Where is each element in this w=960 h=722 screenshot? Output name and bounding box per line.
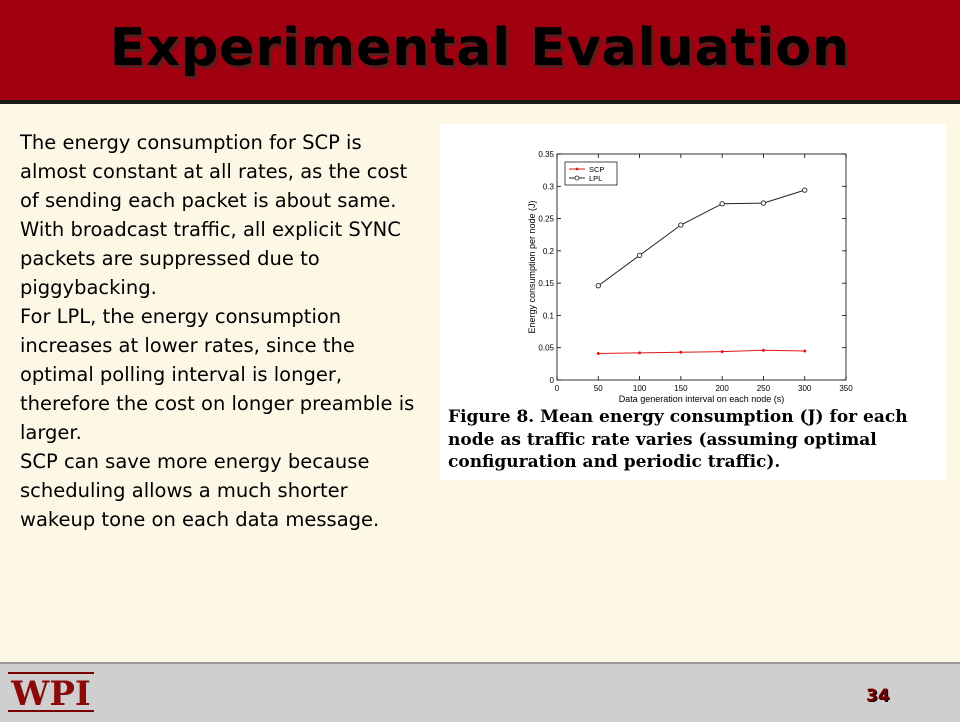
- y-tick-label: 0.05: [538, 344, 554, 353]
- y-tick-label: 0: [550, 376, 555, 385]
- x-tick-label: 0: [555, 384, 560, 393]
- series-line-lpl: [597, 189, 805, 287]
- legend-label-lpl: LPL: [589, 174, 602, 183]
- x-tick-label: 50: [594, 384, 603, 393]
- body-text: The energy consumption for SCP is almost…: [20, 128, 420, 534]
- data-point-lpl: [760, 200, 767, 206]
- plot-frame: [556, 153, 847, 381]
- x-tick-label: 100: [633, 384, 647, 393]
- footer-bar: WPI 34: [0, 662, 960, 722]
- slide-title: Experimental Evaluation: [109, 18, 851, 78]
- data-point-lpl: [802, 187, 808, 193]
- paragraph-lpl: For LPL, the energy consumption increase…: [20, 305, 415, 444]
- y-tick-label: 0.35: [538, 150, 554, 159]
- y-tick-label: 0.2: [543, 247, 555, 256]
- data-point-lpl: [678, 222, 684, 228]
- y-tick-label: 0.3: [543, 182, 555, 191]
- data-point-scp: [638, 351, 642, 355]
- legend-marker-scp: [575, 167, 579, 171]
- x-tick-label: 300: [798, 384, 812, 393]
- figure-caption: Figure 8. Mean energy consumption (J) fo…: [448, 407, 908, 472]
- x-tick-label: 150: [674, 384, 688, 393]
- wpi-logo: WPI: [8, 672, 94, 714]
- x-tick-label: 250: [757, 384, 771, 393]
- data-point-scp: [803, 349, 807, 353]
- y-tick-label: 0.1: [543, 311, 555, 320]
- title-bar: Experimental Evaluation: [0, 0, 960, 104]
- paragraph-scp: The energy consumption for SCP is almost…: [20, 131, 408, 299]
- x-tick-label: 200: [715, 384, 729, 393]
- legend-marker-lpl: [574, 175, 580, 181]
- legend-label-scp: SCP: [589, 165, 604, 174]
- data-point-scp: [761, 348, 765, 352]
- data-point-lpl: [719, 201, 725, 207]
- data-point-scp: [720, 350, 724, 354]
- x-axis-label: Data generation interval on each node (s…: [619, 394, 785, 404]
- wpi-logo-text: WPI: [10, 674, 91, 714]
- data-point-scp: [596, 352, 600, 356]
- x-tick-label: 350: [839, 384, 853, 393]
- data-point-lpl: [636, 252, 643, 259]
- series-line-scp: [598, 349, 805, 355]
- data-point-lpl: [595, 283, 601, 289]
- y-tick-label: 0.15: [538, 279, 554, 288]
- page-number: 34: [866, 686, 890, 706]
- figure-panel: 0 50 100 150 200 250 300 350 0 0.05 0.1 0.15 0.2 0.25…: [440, 124, 946, 480]
- y-tick-label: 0.25: [538, 215, 554, 224]
- energy-chart: 0 50 100 150 200 250 300 350 0 0.05 0.1 0.15 0.2 0.25…: [527, 150, 853, 404]
- paragraph-savings: SCP can save more energy because schedul…: [20, 450, 380, 531]
- data-point-scp: [679, 350, 683, 354]
- y-axis-label: Energy consumption per node (J): [527, 200, 537, 333]
